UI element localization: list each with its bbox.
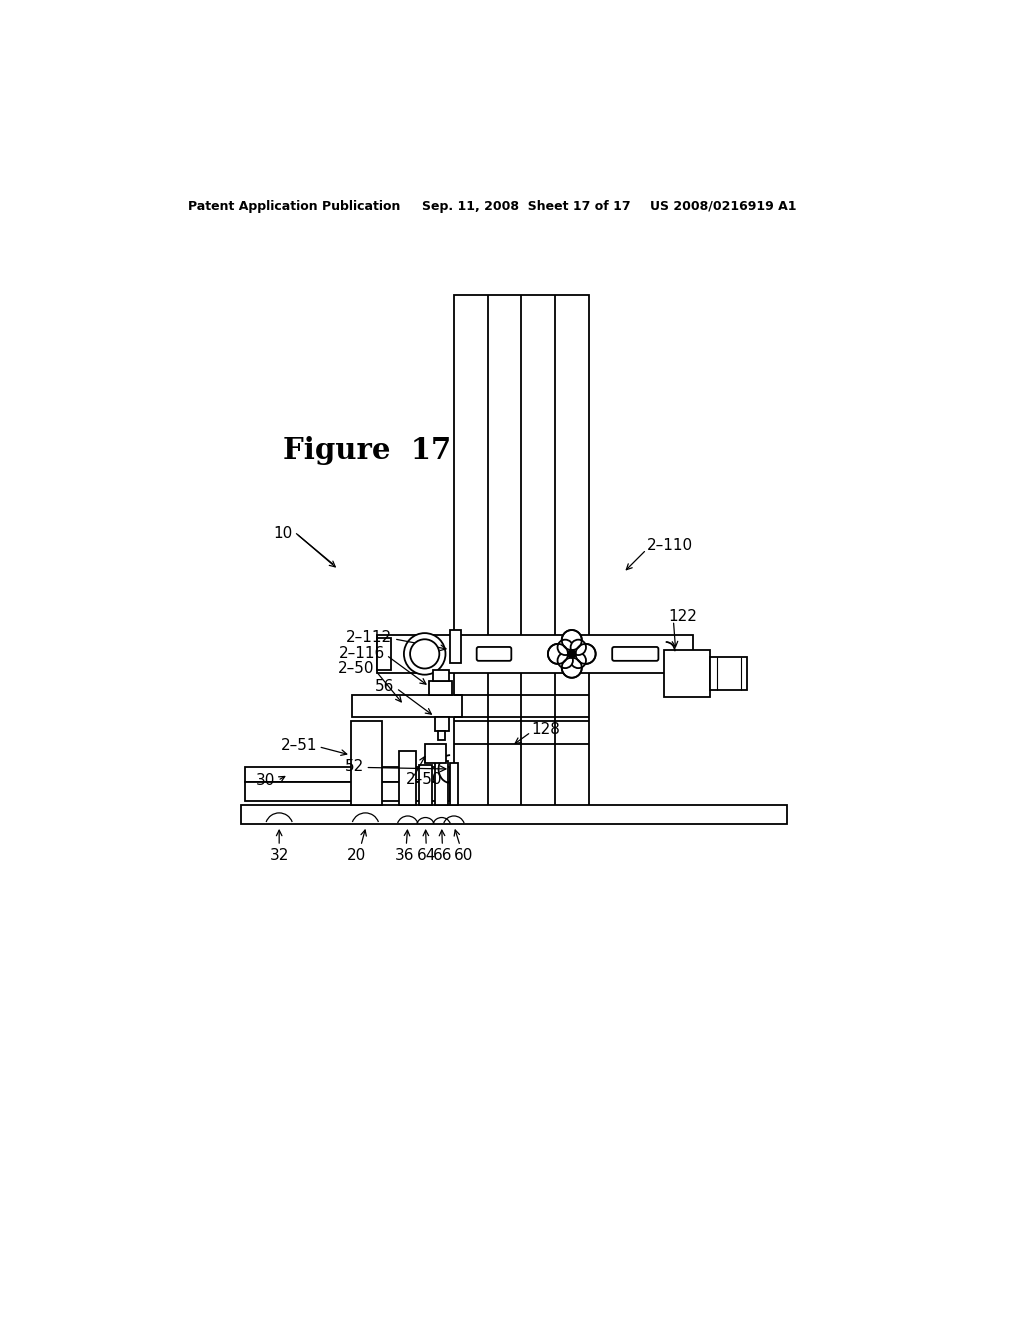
Bar [241,805,786,825]
Circle shape [562,630,582,649]
Bar [429,681,453,696]
Text: Figure  17: Figure 17 [283,436,452,465]
Bar [433,671,449,681]
Bar [558,644,586,664]
Text: 2–110: 2–110 [646,539,692,553]
Text: 128: 128 [531,722,560,738]
Text: 2–51: 2–51 [281,738,316,752]
Bar [425,743,446,763]
Circle shape [410,639,439,668]
Text: 36: 36 [395,849,415,863]
Circle shape [557,652,573,668]
Circle shape [548,644,568,664]
Text: 10: 10 [273,525,292,541]
Circle shape [557,640,573,655]
Text: 56: 56 [375,678,394,694]
Text: 60: 60 [455,849,474,863]
Text: 30: 30 [256,774,275,788]
Text: 52: 52 [345,759,364,775]
Bar [377,638,391,669]
Bar [419,766,432,805]
Bar [562,640,582,668]
Bar [352,696,462,717]
Text: 2–116: 2–116 [338,645,385,661]
Circle shape [568,649,575,657]
Text: 32: 32 [269,849,289,863]
Bar [451,763,458,805]
Bar [711,657,748,689]
Text: 66: 66 [433,849,453,863]
Text: 122: 122 [668,609,697,624]
Text: Patent Application Publication: Patent Application Publication [188,199,400,213]
Bar [435,762,447,805]
Circle shape [562,657,582,677]
Bar [351,721,382,805]
Circle shape [403,634,445,675]
FancyBboxPatch shape [612,647,658,661]
Bar [665,649,711,697]
Text: US 2008/0216919 A1: US 2008/0216919 A1 [650,199,797,213]
FancyBboxPatch shape [477,647,511,661]
Circle shape [570,652,586,668]
Text: 64: 64 [417,849,436,863]
Text: 2–50: 2–50 [337,661,374,676]
Bar [399,751,416,805]
Circle shape [570,640,586,655]
Bar [245,767,451,781]
Bar [451,631,461,663]
Bar [435,717,449,730]
Circle shape [564,647,580,661]
Bar [245,781,451,801]
Bar [438,730,445,739]
Text: 2–50: 2–50 [406,771,442,787]
Text: 2–112: 2–112 [346,630,392,645]
Circle shape [575,644,596,664]
Bar [377,635,692,673]
Text: 20: 20 [346,849,366,863]
Bar [454,296,589,808]
Text: Sep. 11, 2008  Sheet 17 of 17: Sep. 11, 2008 Sheet 17 of 17 [422,199,630,213]
